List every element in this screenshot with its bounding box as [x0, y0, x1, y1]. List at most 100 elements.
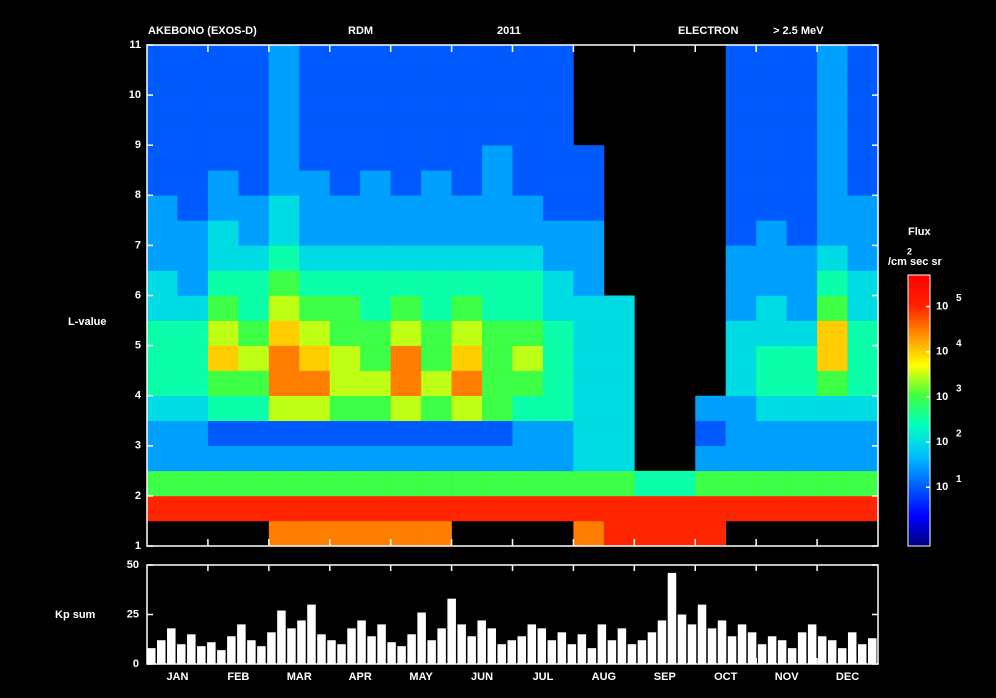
heatmap-cell: [177, 245, 209, 271]
bar: [787, 648, 797, 664]
bar: [187, 634, 196, 664]
heatmap-cell: [390, 320, 422, 346]
heatmap-cell: [451, 345, 483, 371]
heatmap-cell: [207, 395, 239, 422]
bar: [487, 628, 496, 664]
x-tick-label: APR: [349, 671, 372, 683]
heatmap-cell: [238, 445, 270, 472]
heatmap-cell: [268, 120, 300, 146]
heatmap-cell: [299, 420, 331, 447]
heatmap-cell: [725, 270, 757, 296]
heatmap-cell: [512, 495, 544, 522]
x-tick-label: NOV: [775, 671, 800, 683]
bar: [287, 628, 296, 664]
heatmap-cell: [299, 495, 331, 522]
heatmap-cell: [207, 245, 239, 271]
heatmap-cell: [390, 145, 422, 171]
heatmap-cell: [786, 95, 818, 121]
heatmap-cell: [847, 395, 879, 422]
heatmap-cell: [329, 345, 361, 371]
bar: [777, 640, 787, 664]
heatmap-cell: [207, 320, 239, 346]
heatmap-cell: [482, 420, 513, 447]
heatmap-cell: [360, 520, 391, 547]
heatmap-cell: [207, 170, 239, 196]
heatmap-cell: [542, 470, 574, 497]
heatmap-cell: [147, 70, 178, 96]
heatmap-cell: [847, 320, 879, 346]
heatmap-cell: [147, 145, 178, 171]
heatmap-cell: [756, 45, 787, 71]
heatmap-cell: [817, 345, 848, 371]
bar: [537, 628, 547, 664]
heatmap-cell: [177, 295, 209, 321]
heatmap-cell: [238, 220, 270, 246]
heatmap-cell: [817, 120, 848, 146]
heatmap-cell: [542, 45, 574, 71]
heatmap-cell: [147, 45, 178, 71]
heatmap-cell: [360, 45, 391, 71]
heatmap-cell: [299, 470, 331, 497]
heatmap-cell: [725, 245, 757, 271]
heatmap-cell: [573, 345, 605, 371]
heatmap-cell: [390, 495, 422, 522]
colorbar-tick-exponent: 5: [956, 293, 962, 304]
energy: > 2.5 MeV: [773, 25, 824, 37]
heatmap-cell: [482, 120, 513, 146]
y-tick-label: 2: [135, 490, 141, 502]
heatmap-cell: [786, 320, 818, 346]
heatmap-cell: [451, 370, 483, 396]
heatmap-cell: [147, 245, 178, 271]
heatmap-cell: [329, 495, 361, 522]
heatmap-cell: [421, 120, 452, 146]
bar: [227, 636, 236, 664]
heatmap-cell: [360, 95, 391, 121]
heatmap-cell: [725, 495, 757, 522]
heatmap-cell: [512, 95, 544, 121]
heatmap-cell: [451, 495, 483, 522]
bar: [327, 640, 336, 664]
heatmap-cell: [421, 345, 452, 371]
heatmap-cell: [451, 420, 483, 447]
bar: [237, 624, 246, 664]
bar: [627, 644, 637, 664]
heatmap-cell: [817, 370, 848, 396]
heatmap-cell: [542, 95, 574, 121]
heatmap-cell: [542, 220, 574, 246]
x-tick-label: SEP: [654, 671, 676, 683]
heatmap-cell: [329, 395, 361, 422]
heatmap-cell: [786, 295, 818, 321]
heatmap-cell: [817, 95, 848, 121]
heatmap-cell: [756, 245, 787, 271]
colorbar-tick-label: 10: [936, 391, 948, 403]
bar: [357, 620, 366, 664]
heatmap-cell: [756, 170, 787, 196]
heatmap-cell: [573, 270, 605, 296]
bar: [527, 624, 537, 664]
heatmap-cell: [512, 445, 544, 472]
heatmap-cell: [268, 420, 300, 447]
heatmap-cell: [177, 445, 209, 472]
y-tick-label: 8: [135, 189, 141, 201]
heatmap-cell: [664, 495, 696, 522]
heatmap-cell: [177, 470, 209, 497]
heatmap-cell: [421, 320, 452, 346]
heatmap-cell: [603, 295, 635, 321]
heatmap-cell: [786, 70, 818, 96]
heatmap-cell: [147, 170, 178, 196]
heatmap-cell: [329, 520, 361, 547]
heatmap-cell: [390, 195, 422, 221]
heatmap-cell: [390, 95, 422, 121]
heatmap-cell: [268, 295, 300, 321]
heatmap-cell: [147, 345, 178, 371]
heatmap-cell: [573, 145, 605, 171]
heatmap-cell: [390, 520, 422, 547]
heatmap-cell: [360, 320, 391, 346]
heatmap-cell: [207, 270, 239, 296]
x-tick-label: JUL: [533, 671, 554, 683]
heatmap-cell: [329, 245, 361, 271]
heatmap-cell: [786, 345, 818, 371]
heatmap-cell: [542, 245, 574, 271]
heatmap-cell: [542, 495, 574, 522]
bar: [747, 632, 757, 664]
